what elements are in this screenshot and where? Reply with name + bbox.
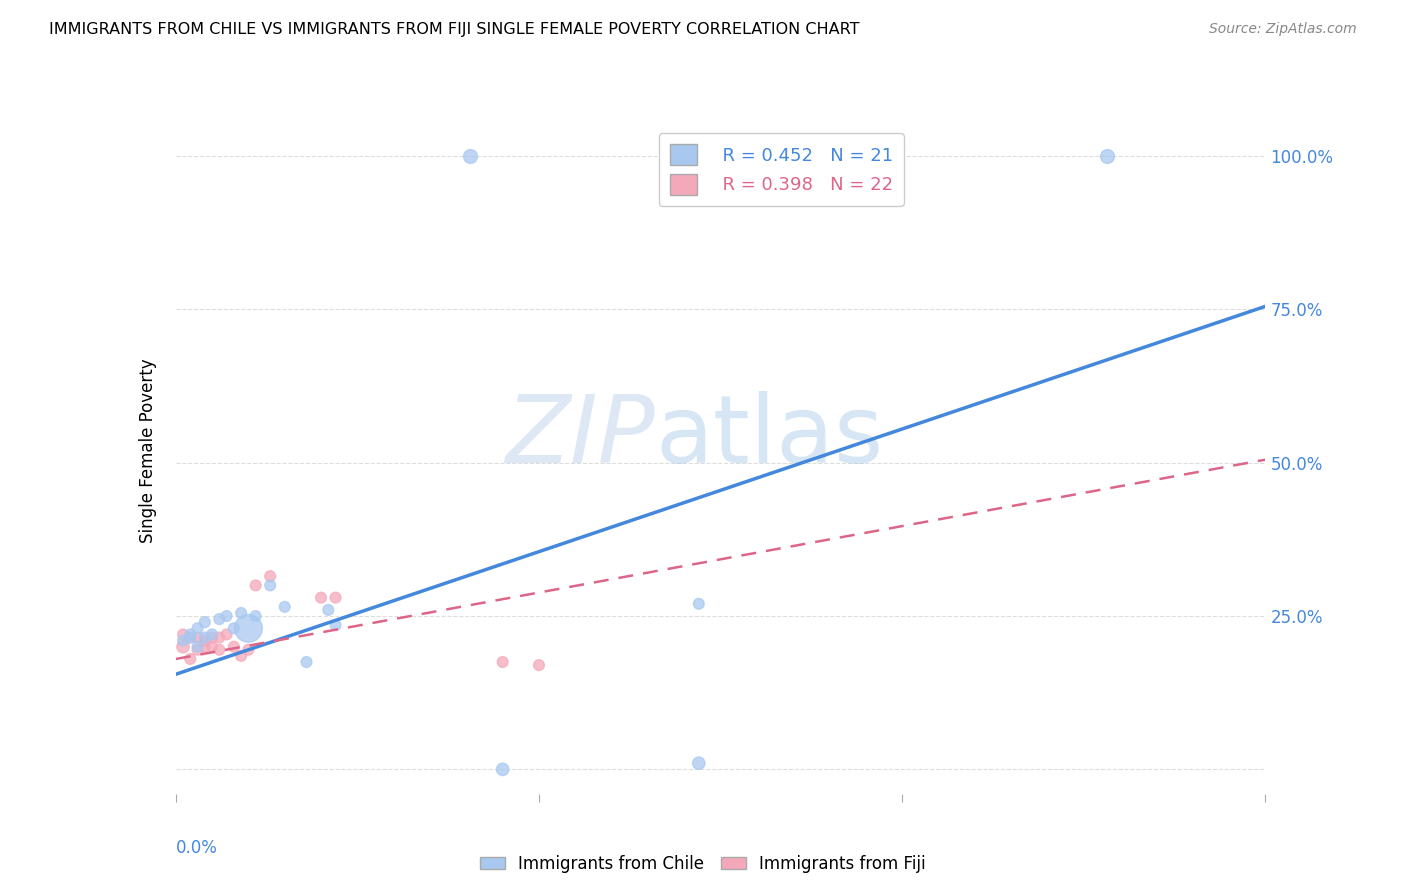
Point xyxy=(186,621,209,635)
Point xyxy=(259,569,281,583)
Legend:   R = 0.452   N = 21,   R = 0.398   N = 22: R = 0.452 N = 21, R = 0.398 N = 22 xyxy=(659,133,904,206)
Point xyxy=(688,756,710,771)
Point xyxy=(245,578,267,592)
Point xyxy=(172,640,194,654)
Point xyxy=(194,631,217,645)
Text: atlas: atlas xyxy=(655,391,883,483)
Point xyxy=(194,615,217,630)
Point xyxy=(832,149,855,163)
Point xyxy=(201,631,224,645)
Text: ZIP: ZIP xyxy=(506,392,655,483)
Point xyxy=(274,599,297,614)
Point xyxy=(194,640,217,654)
Legend: Immigrants from Chile, Immigrants from Fiji: Immigrants from Chile, Immigrants from F… xyxy=(474,848,932,880)
Point xyxy=(201,627,224,641)
Point xyxy=(527,658,550,673)
Point xyxy=(1097,149,1119,163)
Point xyxy=(231,648,253,663)
Point xyxy=(222,621,245,635)
Y-axis label: Single Female Poverty: Single Female Poverty xyxy=(139,359,157,542)
Point xyxy=(179,631,201,645)
Point xyxy=(259,578,281,592)
Point xyxy=(172,627,194,641)
Point xyxy=(215,627,238,641)
Point xyxy=(186,631,209,645)
Point xyxy=(208,631,231,645)
Point xyxy=(208,642,231,657)
Text: Source: ZipAtlas.com: Source: ZipAtlas.com xyxy=(1209,22,1357,37)
Point xyxy=(179,627,201,641)
Point xyxy=(238,642,260,657)
Point xyxy=(318,603,340,617)
Point xyxy=(231,606,253,620)
Point xyxy=(215,609,238,624)
Point xyxy=(208,612,231,626)
Point xyxy=(186,640,209,654)
Point xyxy=(186,642,209,657)
Point xyxy=(238,621,260,635)
Point xyxy=(172,633,194,648)
Point xyxy=(325,618,347,632)
Point xyxy=(295,655,318,669)
Point xyxy=(201,640,224,654)
Text: IMMIGRANTS FROM CHILE VS IMMIGRANTS FROM FIJI SINGLE FEMALE POVERTY CORRELATION : IMMIGRANTS FROM CHILE VS IMMIGRANTS FROM… xyxy=(49,22,859,37)
Point xyxy=(458,149,481,163)
Point xyxy=(492,655,515,669)
Point xyxy=(245,609,267,624)
Point xyxy=(309,591,332,605)
Point xyxy=(179,631,201,645)
Point xyxy=(194,633,217,648)
Point xyxy=(222,640,245,654)
Point xyxy=(492,762,515,776)
Point xyxy=(179,652,201,666)
Point xyxy=(325,591,347,605)
Point xyxy=(688,597,710,611)
Text: 0.0%: 0.0% xyxy=(176,838,218,856)
